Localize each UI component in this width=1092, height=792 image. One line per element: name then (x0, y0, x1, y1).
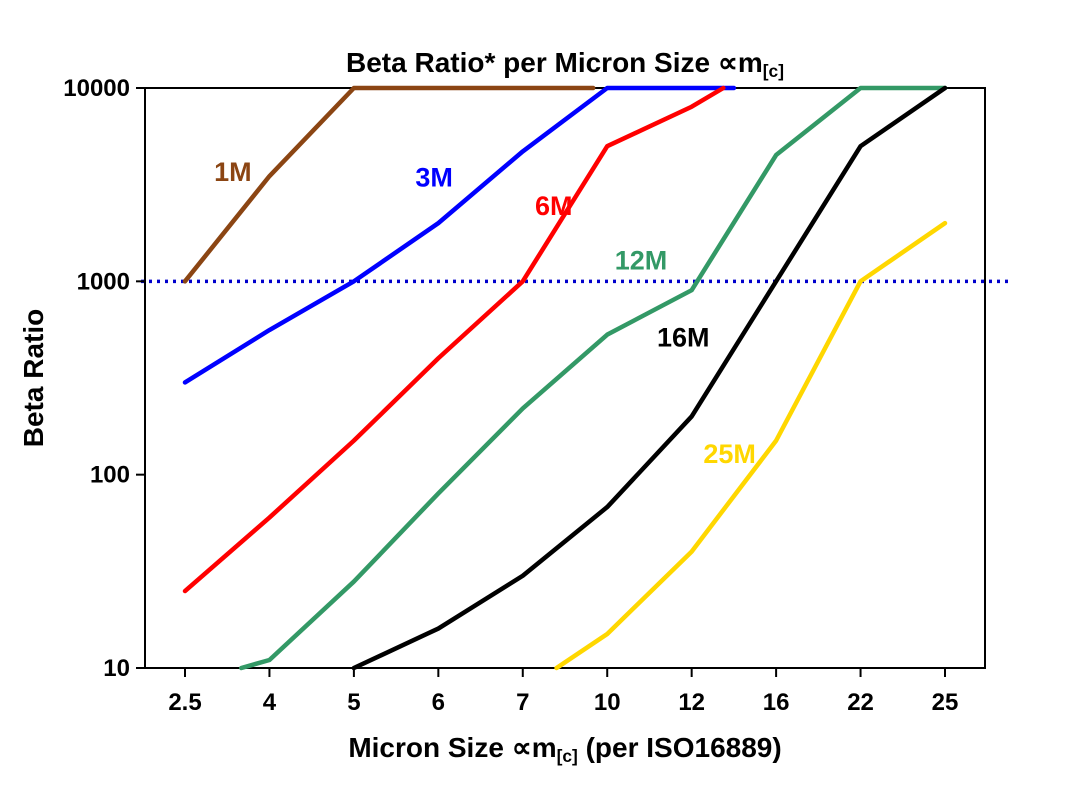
plot-area (144, 87, 986, 669)
series-label-6M: 6M (535, 191, 573, 221)
series-line-3M (182, 85, 737, 385)
x-tick-label: 5 (347, 689, 360, 716)
x-tick-label: 12 (678, 689, 705, 716)
y-tick-label: 100 (90, 462, 130, 489)
x-tick-label: 10 (594, 689, 621, 716)
series-line-12M (239, 85, 948, 671)
series-label-1M: 1M (214, 157, 252, 187)
chart-title-text: Beta Ratio* per Micron Size (346, 47, 718, 78)
x-tick-label: 7 (516, 689, 529, 716)
series-label-3M: 3M (415, 162, 453, 192)
series-label-25M: 25M (703, 439, 756, 469)
chart-title: Beta Ratio* per Micron Size ∝m[c] (145, 46, 985, 82)
x-tick-label: 6 (432, 689, 445, 716)
y-tick-label: 1000 (77, 268, 130, 295)
y-tick-label: 10 (103, 655, 130, 682)
x-axis-title: Micron Size ∝m[c] (per ISO16889) (145, 731, 985, 767)
x-tick-label: 16 (763, 689, 790, 716)
x-axis-title-suffix: (per ISO16889) (577, 732, 782, 763)
x-tick-label: 2.5 (168, 689, 201, 716)
y-tick-label: 10000 (63, 75, 130, 102)
x-axis-title-text: Micron Size (348, 732, 512, 763)
series-line-6M (182, 85, 726, 594)
series-line-25M (554, 220, 948, 671)
chart-title-symbol: ∝m (717, 47, 763, 78)
x-axis-title-subscript: [c] (556, 746, 578, 767)
x-axis-title-symbol: ∝m (511, 732, 557, 763)
x-tick-label: 22 (847, 689, 874, 716)
x-tick-label: 4 (263, 689, 277, 716)
y-axis-title: Beta Ratio (18, 308, 49, 448)
series-line-16M (351, 85, 948, 671)
chart-title-subscript: [c] (762, 61, 784, 82)
series-label-12M: 12M (615, 246, 668, 276)
series-line-1M (182, 85, 596, 284)
x-tick-label: 25 (932, 689, 959, 716)
series-label-16M: 16M (657, 323, 710, 353)
